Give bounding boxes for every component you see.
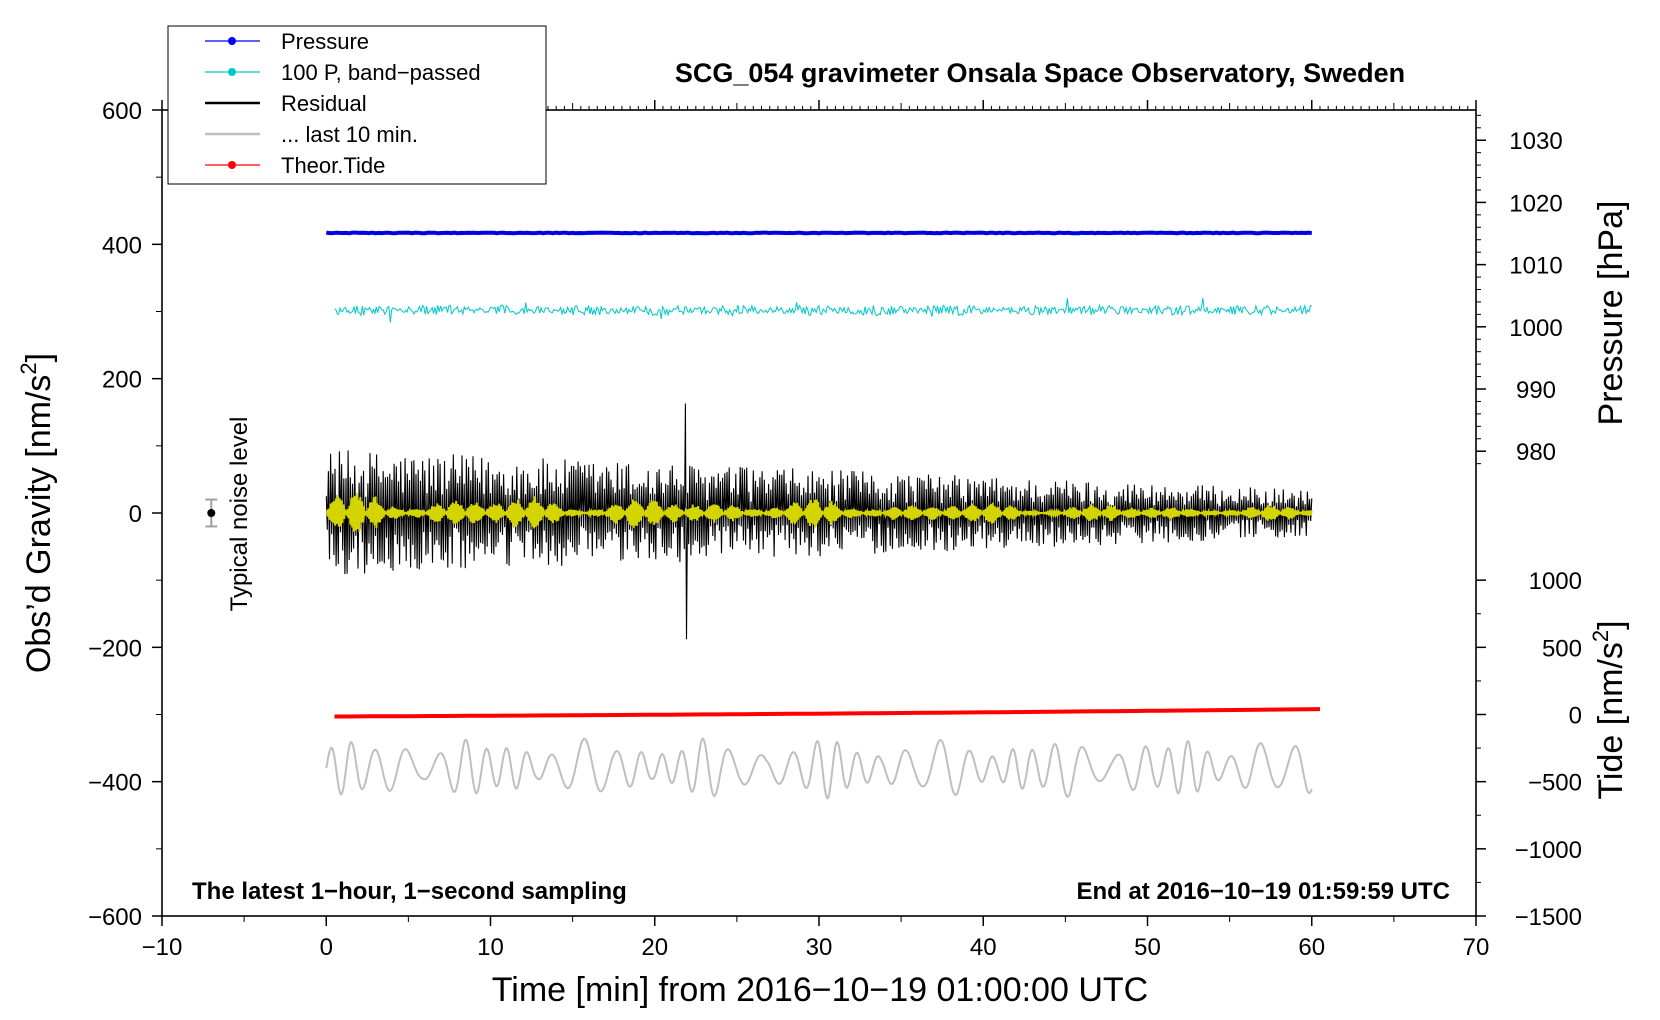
pressure-tick-label: 1010 [1509,253,1562,280]
series-residual-smoothed [325,493,1313,532]
legend-items: Pressure 100 P, band−passed Residual ... la… [205,29,481,178]
series-layer [325,230,1321,800]
ylabel-tide-main: Tide [nm/s [1592,642,1630,799]
ylabel-tide-end: ] [1592,620,1630,629]
x-tick-label: 30 [806,934,833,961]
y-axis-label-pressure: Pressure [hPa] [1592,201,1630,426]
series-theoretical-tide [334,707,1321,719]
tide-tick-label: 1000 [1529,568,1582,595]
legend-marker [228,161,236,169]
x-tick-label: 10 [477,934,504,961]
legend-label: Residual [281,91,367,116]
legend-marker [228,37,236,45]
ylabel-left-end: ] [20,353,58,362]
noise-point [207,509,216,517]
ylabel-left-sup: 2 [16,362,41,374]
pressure-tick-label: 980 [1516,439,1556,466]
x-axis-label: Time [min] from 2016−10−19 01:00:00 UTC [492,971,1148,1009]
series-residual [325,403,1313,640]
x-tick-label: 50 [1134,934,1161,961]
tide-tick-label: 500 [1542,635,1582,662]
legend-label: Pressure [281,29,369,54]
pressure-tick-label: 1020 [1509,190,1562,217]
x-tick-label: 0 [320,934,333,961]
axis-layer: −10 0 10 20 30 40 50 60 706004002000−200−400−600… [88,98,1582,961]
x-tick-label: 70 [1463,934,1490,961]
pressure-tick-label: 1030 [1509,128,1562,155]
tide-tick-label: −500 [1528,770,1582,797]
y-left-tick-label: −400 [88,770,142,797]
noise-level-label: Typical noise level [226,417,253,612]
x-tick-label: −10 [142,934,183,961]
noise-marker [205,498,218,528]
series-last-10-min [325,737,1313,800]
legend-label: 100 P, band−passed [281,60,481,85]
legend: Pressure 100 P, band−passed Residual ... la… [167,25,547,185]
x-tick-label: 20 [641,934,668,961]
pressure-tick-label: 1000 [1509,315,1562,342]
series-band-passed-pressure [334,297,1313,323]
y-left-tick-label: −200 [88,635,142,662]
note-left: The latest 1−hour, 1−second sampling [192,878,627,905]
y-left-tick-label: 600 [102,98,142,125]
y-axis-label-tide: Tide [nm/s2] [1588,620,1630,799]
tide-tick-label: 0 [1569,703,1582,730]
y-left-tick-label: 200 [102,367,142,394]
y-axis-label-left: Obs’d Gravity [nm/s2] [16,353,58,673]
tide-tick-label: −1500 [1515,904,1582,931]
ylabel-tide-sup: 2 [1588,630,1613,642]
y-left-tick-label: 400 [102,232,142,259]
legend-label: Theor.Tide [281,153,385,178]
tide-tick-label: −1000 [1515,837,1582,864]
series-pressure [325,230,1313,236]
y-left-tick-label: 0 [129,501,142,528]
note-right: End at 2016−10−19 01:59:59 UTC [1076,878,1450,905]
x-tick-label: 40 [970,934,997,961]
ylabel-left-main: Obs’d Gravity [nm/s [20,375,58,674]
legend-label: ... last 10 min. [281,122,418,147]
legend-marker [228,68,236,76]
chart-title: SCG_054 gravimeter Onsala Space Observat… [675,58,1405,88]
y-left-tick-label: −600 [88,904,142,931]
pressure-tick-label: 990 [1516,377,1556,404]
legend-box [167,25,547,185]
x-tick-label: 60 [1298,934,1325,961]
